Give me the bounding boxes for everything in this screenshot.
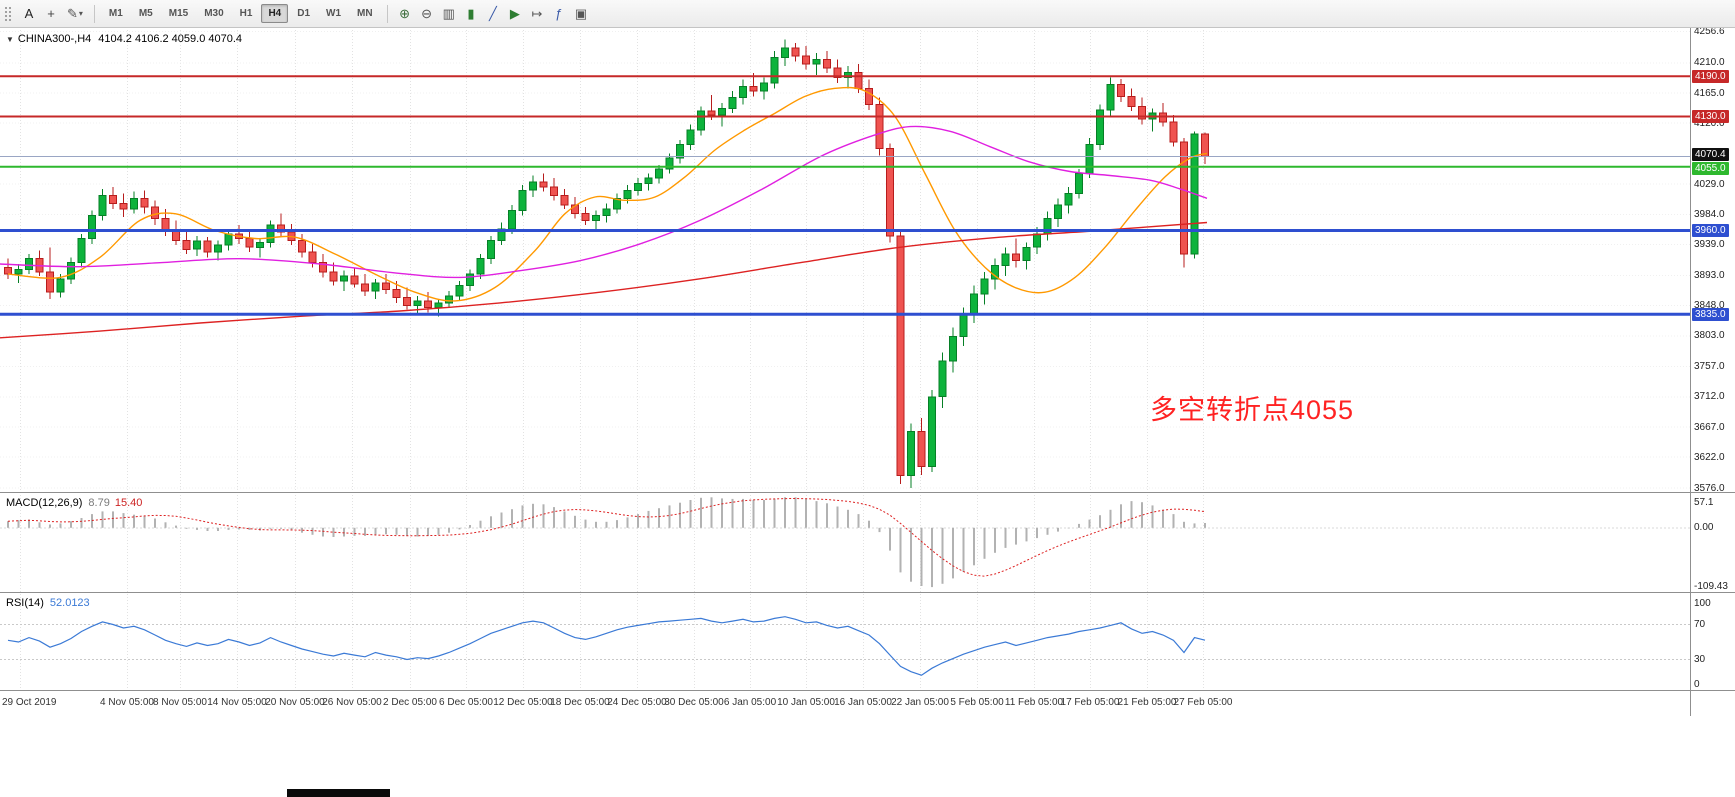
- date-axis-label: 10 Jan 05:00: [777, 697, 835, 708]
- timeframe-mn[interactable]: MN: [357, 8, 373, 19]
- date-axis-label: 14 Nov 05:00: [207, 697, 267, 708]
- date-axis-label: 27 Feb 05:00: [1173, 697, 1233, 708]
- timeframe-h1[interactable]: H1: [239, 8, 253, 19]
- date-axis-label: 17 Feb 05:00: [1060, 697, 1120, 708]
- rsi-panel[interactable]: [0, 594, 1690, 690]
- zoom-in-icon[interactable]: ⊕: [399, 5, 411, 21]
- date-axis-label: 2 Dec 05:00: [383, 697, 437, 708]
- text-label-tool-icon[interactable]: A: [24, 6, 34, 21]
- timeframe-m30[interactable]: M30: [204, 8, 224, 19]
- price-axis-label: 4029.0: [1694, 178, 1725, 190]
- toolbar-separator: [93, 4, 95, 23]
- price-tag: 4055.0: [1692, 162, 1729, 176]
- date-axis-label: 6 Jan 05:00: [723, 697, 777, 708]
- price-axis-label: 4120.0: [1694, 117, 1725, 129]
- chevron-down-icon: ▾: [78, 9, 83, 18]
- auto-scroll-icon[interactable]: ▶: [509, 5, 520, 21]
- toolbar-separator: [386, 4, 388, 23]
- date-axis-label: 18 Dec 05:00: [550, 697, 610, 708]
- line-chart-icon[interactable]: ╱: [488, 5, 497, 21]
- toolbar-grip-icon: [4, 5, 13, 22]
- date-axis-label: 8 Nov 05:00: [153, 697, 207, 708]
- timeframe-d1[interactable]: D1: [297, 8, 311, 19]
- price-tag: 4190.0: [1692, 69, 1729, 83]
- timeframe-h4[interactable]: H4: [261, 4, 289, 23]
- price-axis-label: 4165.0: [1694, 87, 1725, 99]
- price-axis-label: 3622.0: [1694, 451, 1725, 463]
- date-axis-label: 29 Oct 2019: [2, 697, 57, 708]
- main-chart-panel[interactable]: [0, 28, 1690, 492]
- templates-icon[interactable]: ▣: [574, 5, 588, 21]
- date-axis-label: 20 Nov 05:00: [265, 697, 325, 708]
- draw-objects-tool-icon[interactable]: ✎ ▾: [67, 5, 83, 21]
- price-axis[interactable]: 4256.6 4210.0 4165.0 4120.0 4029.0 3984.0 3939…: [1691, 26, 1735, 716]
- timeframe-w1[interactable]: W1: [326, 8, 342, 19]
- timeframe-m15[interactable]: M15: [168, 8, 189, 19]
- price-tag: 3960.0: [1692, 224, 1729, 237]
- date-axis-label: 21 Feb 05:00: [1117, 697, 1177, 708]
- price-tag: 4130.0: [1692, 110, 1729, 123]
- zoom-out-icon[interactable]: ⊖: [421, 5, 433, 21]
- candlestick-chart-icon[interactable]: ▮: [467, 5, 475, 21]
- price-axis-label: 3939.0: [1694, 239, 1725, 251]
- macd-panel[interactable]: [0, 494, 1690, 592]
- date-axis-label: 4 Nov 05:00: [100, 697, 154, 708]
- rsi-axis-label: 100: [1694, 597, 1711, 609]
- date-axis[interactable]: 29 Oct 2019 4 Nov 05:00 8 Nov 05:00 14 Nov …: [0, 692, 1690, 716]
- date-axis-label: 16 Jan 05:00: [834, 697, 892, 708]
- bottom-overlay-bar: [287, 789, 390, 797]
- price-axis-label: 3667.0: [1694, 421, 1725, 433]
- price-axis-label: 3757.0: [1694, 361, 1725, 373]
- date-axis-label: 5 Feb 05:00: [950, 697, 1004, 708]
- date-axis-label: 26 Nov 05:00: [322, 697, 382, 708]
- current-price-tag: 4070.4: [1692, 148, 1729, 161]
- price-axis-label: 4256.6: [1694, 26, 1725, 38]
- price-axis-label: 3712.0: [1694, 391, 1725, 403]
- price-axis-label: 3576.0: [1694, 482, 1725, 494]
- date-axis-label: 12 Dec 05:00: [493, 697, 553, 708]
- macd-axis-label: 57.1: [1694, 496, 1714, 508]
- toolbar: A + ✎ ▾ M1 M5 M15 M30 H1 H4 D1 W1 MN ⊕ ⊖ ▥ ▮ ╱ ▶ ↦ ƒ ▣: [0, 0, 1735, 28]
- price-axis-label: 3803.0: [1694, 330, 1725, 342]
- bar-chart-icon[interactable]: ▥: [442, 5, 455, 21]
- price-axis-label: 3848.0: [1694, 300, 1725, 312]
- rsi-axis-label: 0: [1694, 678, 1700, 690]
- date-axis-label: 22 Jan 05:00: [891, 697, 949, 708]
- date-axis-label: 30 Dec 05:00: [664, 697, 724, 708]
- macd-axis-label: -109.43: [1694, 580, 1728, 592]
- price-tag: 3835.0: [1692, 307, 1729, 321]
- price-axis-label: 3893.0: [1694, 269, 1725, 281]
- date-axis-label: 24 Dec 05:00: [607, 697, 667, 708]
- macd-axis-label: 0.00: [1694, 522, 1714, 534]
- rsi-axis-label: 70: [1694, 619, 1706, 630]
- crosshair-tool-icon[interactable]: +: [47, 6, 55, 21]
- date-axis-label: 11 Feb 05:00: [1004, 697, 1064, 708]
- date-axis-label: 6 Dec 05:00: [439, 697, 493, 708]
- indicators-icon[interactable]: ƒ: [555, 6, 563, 21]
- timeframe-m1[interactable]: M1: [108, 8, 123, 19]
- rsi-axis-label: 30: [1694, 654, 1706, 665]
- price-axis-label: 4210.0: [1694, 57, 1725, 69]
- chart-shift-icon[interactable]: ↦: [531, 5, 543, 21]
- timeframe-m5[interactable]: M5: [138, 8, 153, 19]
- price-axis-label: 3984.0: [1694, 208, 1725, 220]
